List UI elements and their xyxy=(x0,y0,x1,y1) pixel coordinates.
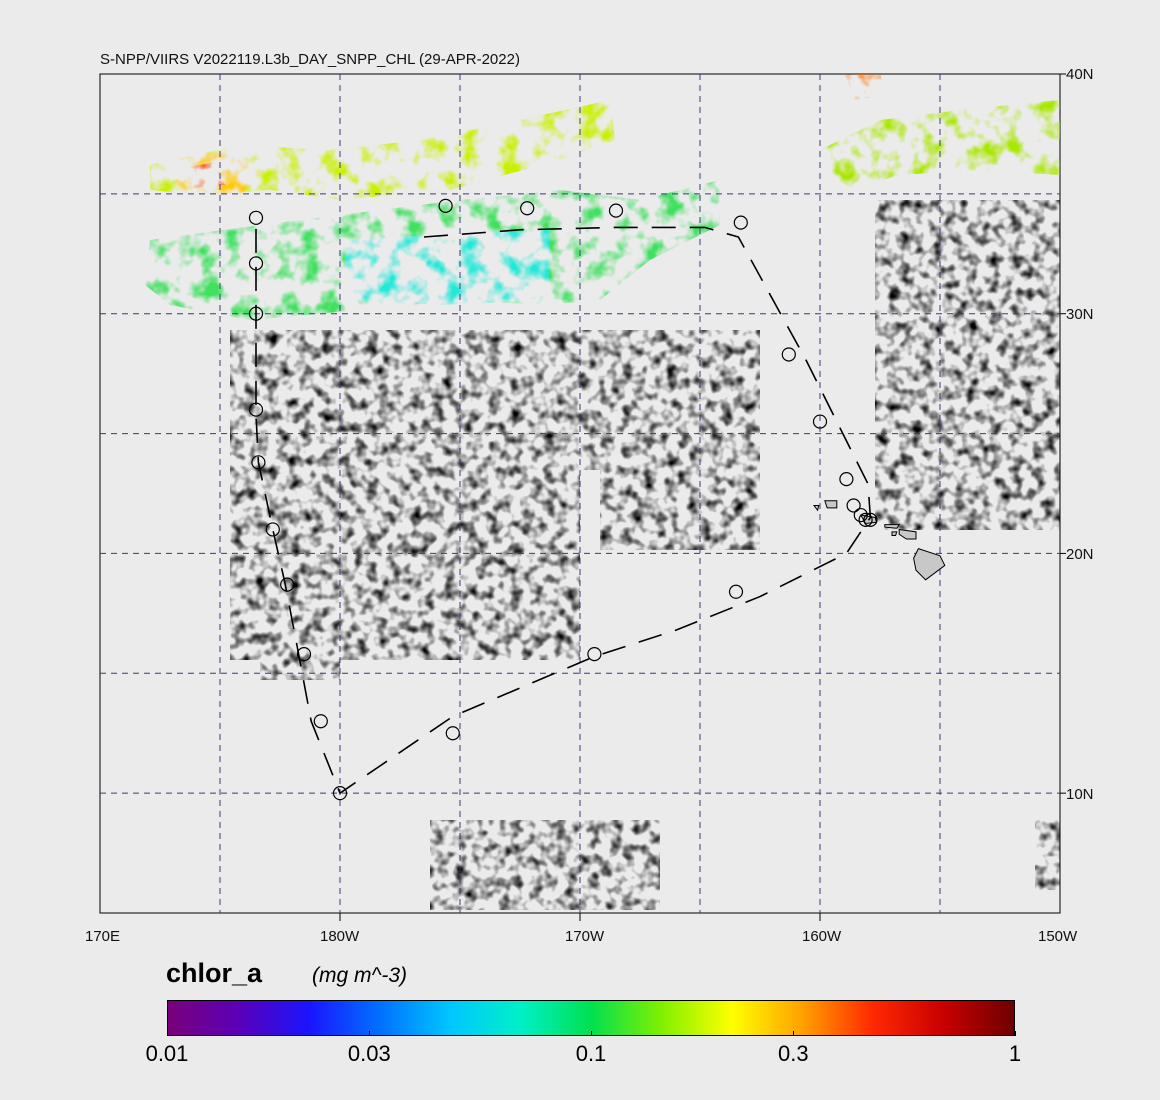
island-landmass xyxy=(812,504,820,512)
island-landmass xyxy=(824,500,838,509)
lon-label-170w: 170W xyxy=(565,928,605,945)
colorbar-tick-label: 1 xyxy=(1008,1041,1022,1066)
station-marker xyxy=(853,507,868,523)
chl-speckle-green-southeast xyxy=(1035,820,1060,890)
colorbar-tick-mark xyxy=(591,1031,592,1036)
station-marker xyxy=(313,714,328,729)
island-landmass xyxy=(898,528,917,540)
station-marker xyxy=(296,647,312,662)
station-marker xyxy=(863,512,878,527)
chl-band-north-west xyxy=(150,100,615,200)
station-marker xyxy=(248,256,264,271)
chl-peak-northeast xyxy=(845,74,885,100)
station-marker xyxy=(248,306,264,321)
chl-speckle-blue-southwest-edge xyxy=(260,540,340,680)
station-marker xyxy=(265,522,280,537)
colorbar-tick-label: 0.03 xyxy=(347,1041,391,1066)
station-markers xyxy=(248,198,878,801)
colorbar-tick-label: 0.1 xyxy=(575,1041,607,1066)
station-marker xyxy=(839,472,854,487)
station-marker xyxy=(248,210,264,225)
station-marker xyxy=(781,347,796,362)
colorbar-tick-mark xyxy=(369,1031,371,1036)
lon-label-160w: 160W xyxy=(802,928,842,945)
station-marker xyxy=(858,512,873,527)
station-marker xyxy=(846,498,861,513)
colorbar-tick-label: 0.01 xyxy=(145,1041,189,1066)
lat-label-40n: 40N xyxy=(1066,66,1094,83)
chlorophyll-field xyxy=(145,74,1060,910)
station-marker xyxy=(733,215,748,230)
station-marker xyxy=(280,577,295,592)
colorbar-tick-mark xyxy=(167,1031,168,1036)
colorbar-tick-mark xyxy=(1015,1031,1016,1036)
colorbar-tick-mark xyxy=(793,1031,795,1036)
station-marker xyxy=(332,786,348,801)
chl-cyan-tongue xyxy=(345,230,550,305)
lon-label-150w: 150W xyxy=(1038,928,1078,945)
station-marker xyxy=(438,198,453,213)
island-landmass xyxy=(884,524,901,529)
cruise-track xyxy=(255,217,872,795)
station-marker xyxy=(587,647,602,662)
axis-ticks xyxy=(339,73,1066,921)
station-marker xyxy=(812,414,828,429)
station-marker xyxy=(251,455,266,470)
lon-label-170e: 170E xyxy=(85,928,121,945)
station-marker xyxy=(728,584,744,599)
station-marker xyxy=(520,201,535,216)
lat-label-10n: 10N xyxy=(1066,786,1094,803)
station-marker xyxy=(445,726,460,741)
land-layer xyxy=(812,500,946,581)
island-landmass xyxy=(891,531,898,536)
station-marker xyxy=(248,402,264,417)
colorbar-title: chlor_a xyxy=(166,958,263,988)
lon-label-180w: 180W xyxy=(320,928,360,945)
chl-speckle-blue-east xyxy=(875,200,1060,530)
colorbar-tick-label: 0.3 xyxy=(778,1041,809,1066)
map-title: S-NPP/VIIRS V2022119.L3b_DAY_SNPP_CHL (2… xyxy=(100,51,520,68)
chl-speckle-green-south xyxy=(430,820,660,910)
colorbar-units: (mg m^-3) xyxy=(312,964,408,987)
chl-peak-west xyxy=(185,162,225,188)
gridlines xyxy=(100,74,1060,913)
lat-label-30n: 30N xyxy=(1066,306,1094,323)
island-landmass xyxy=(913,548,946,581)
chl-speckle-cyan-central-east xyxy=(600,330,760,550)
lat-label-20n: 20N xyxy=(1066,546,1094,563)
chlorophyll-map xyxy=(99,73,1066,921)
station-marker xyxy=(608,203,624,218)
